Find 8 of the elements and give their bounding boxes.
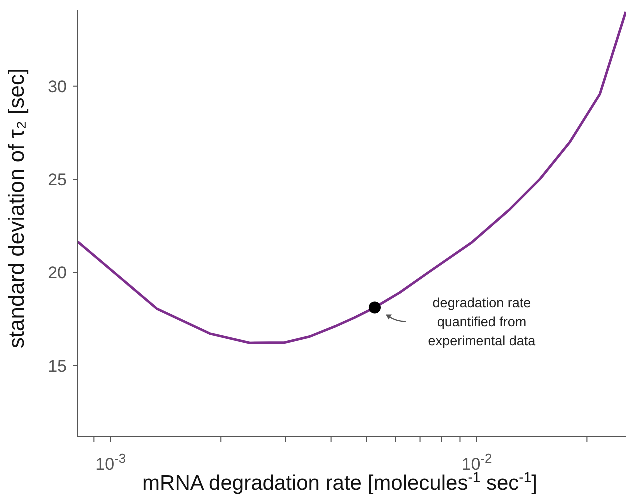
y-tick-label: 15 <box>48 356 67 376</box>
y-tick-label: 20 <box>48 264 67 283</box>
y-tick-label: 25 <box>48 170 67 190</box>
y-tick-label: 30 <box>48 77 67 96</box>
x-axis-title: mRNA degradation rate [molecules$^{-1}$ sec$^{-1}$] <box>142 469 538 495</box>
y-axis-title: standard deviation of τ₂ [sec] <box>4 68 29 349</box>
x-tick-label: 10$^{-3}$ <box>96 450 126 474</box>
annotation: degradation rate quantified from experimental data <box>428 296 536 349</box>
